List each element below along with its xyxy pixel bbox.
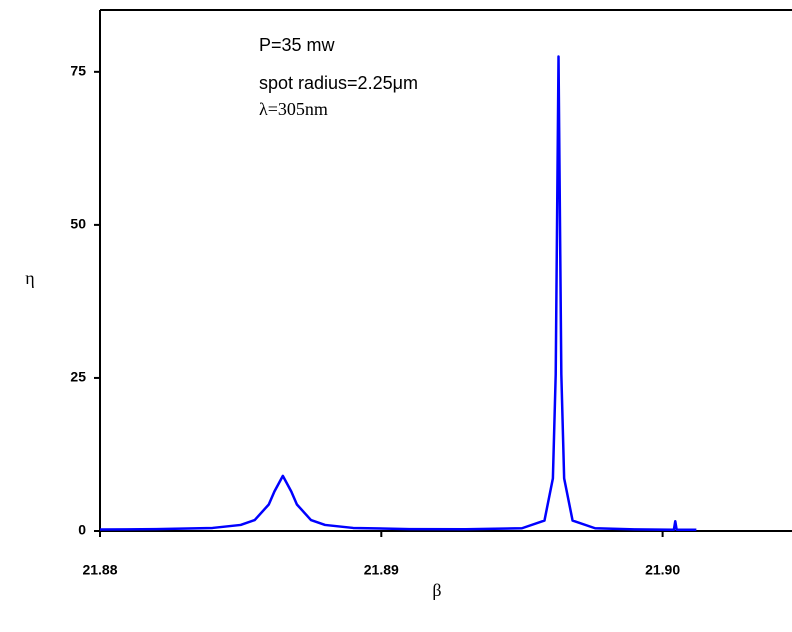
annotation: P=35 mw (259, 35, 336, 55)
y-axis-label: η (25, 268, 34, 288)
annotation: λ=305nm (259, 99, 328, 119)
y-tick-label: 25 (70, 369, 86, 385)
x-tick-label: 21.89 (364, 562, 399, 578)
data-line (99, 55, 697, 532)
x-tick-label: 21.88 (82, 562, 117, 578)
y-tick-label: 50 (70, 216, 86, 232)
x-tick-label: 21.90 (645, 562, 680, 578)
y-tick-label: 75 (70, 63, 86, 79)
x-axis-label: β (432, 580, 441, 600)
annotation: spot radius=2.25μm (259, 73, 418, 93)
y-tick-label: 0 (78, 522, 86, 538)
